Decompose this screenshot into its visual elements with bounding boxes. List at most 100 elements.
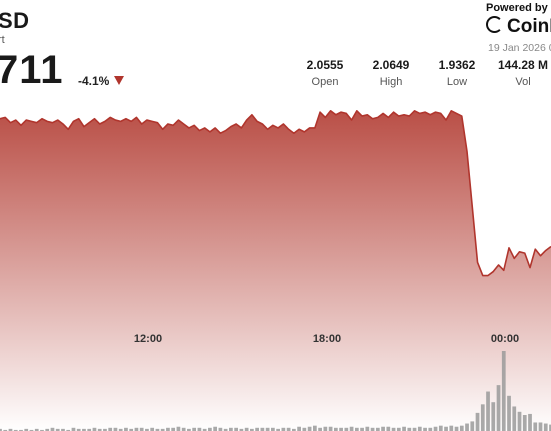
volume-bar bbox=[103, 428, 107, 431]
volume-bar bbox=[166, 427, 170, 431]
volume-bar bbox=[139, 427, 144, 431]
volume-bar bbox=[417, 426, 422, 431]
stat-high: 2.0649 High bbox=[356, 58, 426, 88]
volume-bar bbox=[19, 429, 23, 431]
volume-bar bbox=[281, 427, 286, 431]
x-tick-label: 12:00 bbox=[134, 333, 162, 345]
volume-bar bbox=[124, 427, 128, 431]
price-area bbox=[0, 110, 551, 431]
volume-bar bbox=[491, 402, 496, 431]
volume-bar bbox=[381, 426, 385, 431]
volume-bar bbox=[323, 426, 328, 431]
volume-bar bbox=[187, 428, 191, 431]
volume-bar bbox=[339, 427, 343, 431]
volume-bar bbox=[244, 427, 249, 431]
volume-bar bbox=[218, 427, 223, 431]
volume-bar bbox=[181, 427, 186, 431]
volume-bar bbox=[391, 427, 396, 431]
volume-bar bbox=[480, 404, 485, 431]
volume-bar bbox=[0, 428, 2, 431]
stat-value: 144.28 M bbox=[497, 58, 549, 72]
volume-bar bbox=[24, 428, 29, 431]
volume-bar bbox=[134, 427, 139, 431]
stat-label: Low bbox=[446, 76, 468, 88]
brand-name: CoinDe bbox=[507, 16, 551, 37]
volume-bar bbox=[276, 428, 280, 431]
volume-bar bbox=[302, 427, 307, 431]
volume-bar bbox=[71, 427, 76, 431]
volume-bar bbox=[459, 425, 464, 431]
volume-bar bbox=[292, 428, 296, 431]
volume-bar bbox=[260, 427, 265, 431]
volume-bar bbox=[375, 427, 380, 431]
volume-bar bbox=[501, 351, 506, 431]
chart-title: SD bbox=[0, 8, 30, 33]
volume-bar bbox=[118, 428, 123, 431]
volume-bar bbox=[286, 427, 291, 431]
volume-bar bbox=[208, 427, 212, 431]
volume-bar bbox=[223, 428, 228, 431]
powered-by-label: Powered by bbox=[486, 2, 548, 14]
volume-bar bbox=[13, 429, 18, 431]
volume-bar bbox=[312, 425, 317, 431]
volume-bar bbox=[333, 427, 338, 431]
volume-bar bbox=[3, 429, 8, 431]
volume-bar bbox=[87, 428, 92, 431]
volume-bar bbox=[402, 426, 406, 431]
volume-bar bbox=[113, 427, 118, 431]
chart-date: 19 Jan 2026 0 bbox=[488, 42, 551, 54]
volume-bar bbox=[150, 427, 155, 431]
volume-bar bbox=[192, 427, 197, 431]
volume-bar bbox=[512, 406, 517, 431]
volume-bar bbox=[76, 428, 81, 431]
stat-open: 2.0555 Open bbox=[290, 58, 360, 88]
price-line bbox=[0, 110, 551, 277]
volume-bar bbox=[145, 428, 149, 431]
volume-bar bbox=[250, 428, 254, 431]
brand-logo: CoinDe bbox=[486, 16, 551, 38]
volume-bar bbox=[386, 426, 391, 431]
volume-bar bbox=[423, 427, 427, 431]
volume-bar bbox=[396, 427, 401, 431]
volume-bar bbox=[344, 427, 349, 431]
volume-bar bbox=[40, 429, 44, 431]
volume-bar bbox=[412, 427, 417, 431]
stat-volume: 144.28 M Vol bbox=[488, 58, 551, 88]
volume-bar bbox=[507, 395, 511, 431]
volume-bar bbox=[438, 425, 443, 431]
volume-bar bbox=[354, 427, 359, 431]
volume-bar bbox=[328, 426, 333, 431]
volume-bar bbox=[297, 426, 301, 431]
volume-bar bbox=[92, 427, 97, 431]
volume-bar bbox=[549, 424, 551, 431]
volume-bar bbox=[34, 428, 39, 431]
volume-bar bbox=[428, 427, 433, 431]
volume-bar bbox=[8, 428, 13, 431]
volume-bar bbox=[444, 426, 448, 431]
volume-bar bbox=[475, 412, 480, 431]
volume-bar bbox=[318, 427, 322, 431]
volume-bar bbox=[160, 428, 165, 431]
volume-bar bbox=[213, 426, 218, 431]
volume-bar bbox=[234, 427, 239, 431]
volume-bar bbox=[517, 411, 522, 431]
volume-bar bbox=[239, 428, 244, 431]
volume-bar bbox=[538, 422, 543, 431]
volume-bar bbox=[255, 427, 259, 431]
volume-bar bbox=[349, 426, 354, 431]
chart-subtitle: rt bbox=[0, 34, 5, 46]
volume-bar bbox=[528, 413, 532, 431]
volume-bar bbox=[522, 415, 527, 431]
volume-bar bbox=[29, 429, 34, 431]
stat-value: 2.0555 bbox=[306, 58, 344, 72]
volume-bar bbox=[176, 426, 181, 431]
volume-bar bbox=[171, 427, 176, 431]
volume-bar bbox=[370, 427, 375, 431]
price-change: -4.1% bbox=[78, 74, 110, 88]
stat-label: Vol bbox=[515, 76, 531, 88]
stat-value: 1.9362 bbox=[438, 58, 476, 72]
current-price: 711 bbox=[0, 48, 64, 92]
triangle-down-icon bbox=[114, 76, 124, 85]
